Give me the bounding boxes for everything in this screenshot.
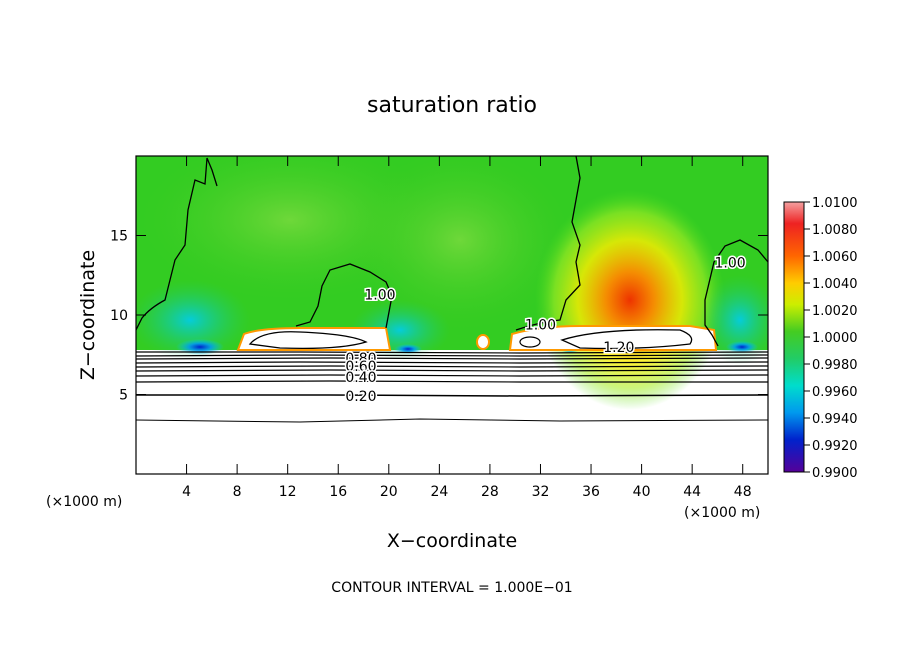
contour-label: 0.60 bbox=[345, 359, 376, 375]
colorbar-label: 1.0040 bbox=[812, 277, 858, 292]
contour-interval-note: CONTOUR INTERVAL = 1.000E−01 bbox=[331, 580, 572, 596]
x-tick-label: 40 bbox=[633, 484, 651, 500]
contour-line bbox=[136, 380, 768, 383]
colorbar-label: 1.0060 bbox=[812, 250, 858, 265]
contour-line-1.00 bbox=[515, 156, 581, 331]
contour-line bbox=[136, 394, 768, 397]
x-tick-label: 36 bbox=[582, 484, 600, 500]
x-tick-label: 4 bbox=[182, 484, 191, 500]
contour-label: 1.00 bbox=[525, 318, 556, 334]
x-tick-label: 16 bbox=[329, 484, 347, 500]
contour-label: 0.80 bbox=[345, 351, 376, 367]
colorbar-label: 0.9940 bbox=[812, 412, 858, 427]
x-tick-label: 12 bbox=[279, 484, 297, 500]
colorbar-label: 1.0100 bbox=[812, 196, 858, 211]
y-axis-label: Z−coordinate bbox=[77, 250, 99, 380]
colorbar-label: 1.0020 bbox=[812, 304, 858, 319]
y-axis: 5 10 15 bbox=[110, 229, 768, 404]
contour-line-1.20 bbox=[248, 331, 368, 350]
colorbar-label: 1.0000 bbox=[812, 331, 858, 346]
x-axis: 4 8 12 16 20 24 28 32 36 40 44 48 bbox=[182, 156, 752, 500]
lower-contours bbox=[136, 351, 768, 423]
contour-label: 1.00 bbox=[364, 287, 395, 303]
colorbar-scale bbox=[783, 201, 805, 473]
colorbar-label: 0.9900 bbox=[812, 466, 858, 481]
x-tick-label: 24 bbox=[430, 484, 448, 500]
colorbar-label: 0.9960 bbox=[812, 385, 858, 400]
colorbar-label: 0.9920 bbox=[812, 439, 858, 454]
contour-line-1.20 bbox=[560, 329, 693, 350]
contour-line-1.00 bbox=[704, 239, 768, 347]
field-warm-plume bbox=[535, 190, 725, 410]
x-tick-label: 32 bbox=[532, 484, 550, 500]
colorbar: 1.0100 1.0080 1.0060 1.0040 1.0020 1.0000 0.99… bbox=[783, 196, 858, 481]
contour-label: 0.40 bbox=[345, 370, 376, 386]
contour-line bbox=[136, 357, 768, 360]
x-tick-label: 8 bbox=[233, 484, 242, 500]
chart-title: saturation ratio bbox=[367, 93, 537, 118]
contour-label: 1.00 bbox=[714, 256, 745, 272]
field-dry-spot bbox=[726, 341, 758, 353]
contour-label: 1.20 bbox=[603, 340, 634, 356]
contour-line bbox=[136, 374, 768, 377]
x-tick-label: 44 bbox=[683, 484, 701, 500]
contour-line-1.00 bbox=[295, 263, 393, 329]
x-axis-label: X−coordinate bbox=[387, 530, 517, 552]
contour-line-1.20 bbox=[519, 336, 541, 348]
field-dry-spot bbox=[394, 344, 422, 354]
contour-line bbox=[136, 365, 768, 368]
y-tick-label: 10 bbox=[110, 308, 128, 324]
x-tick-label: 48 bbox=[734, 484, 752, 500]
contour-line bbox=[136, 354, 768, 357]
colorbar-labels: 1.0100 1.0080 1.0060 1.0040 1.0020 1.0000 0.99… bbox=[804, 196, 858, 481]
colorbar-label: 1.0080 bbox=[812, 223, 858, 238]
contour-labels: 1.00 1.00 1.00 1.20 0.800.600.40 0.20 bbox=[344, 254, 747, 407]
cloud-region-small bbox=[476, 334, 490, 350]
contour-line bbox=[136, 351, 768, 354]
field-dry-spot bbox=[176, 339, 224, 355]
colorbar-label: 0.9980 bbox=[812, 358, 858, 373]
cloud-region-left bbox=[236, 327, 392, 351]
y-tick-label: 15 bbox=[110, 229, 128, 245]
contour-line bbox=[136, 361, 768, 364]
contour-line bbox=[136, 418, 768, 423]
contour-label: 0.20 bbox=[345, 389, 376, 405]
contour-line bbox=[136, 369, 768, 372]
x-tick-label: 28 bbox=[481, 484, 499, 500]
x-tick-label: 20 bbox=[380, 484, 398, 500]
y-tick-label: 5 bbox=[119, 388, 128, 404]
x-unit-left: (×1000 m) bbox=[46, 494, 122, 510]
field-light-patch bbox=[350, 156, 570, 330]
cloud-region-right bbox=[508, 325, 718, 351]
x-unit-right: (×1000 m) bbox=[684, 505, 760, 521]
plot-area bbox=[136, 156, 768, 474]
